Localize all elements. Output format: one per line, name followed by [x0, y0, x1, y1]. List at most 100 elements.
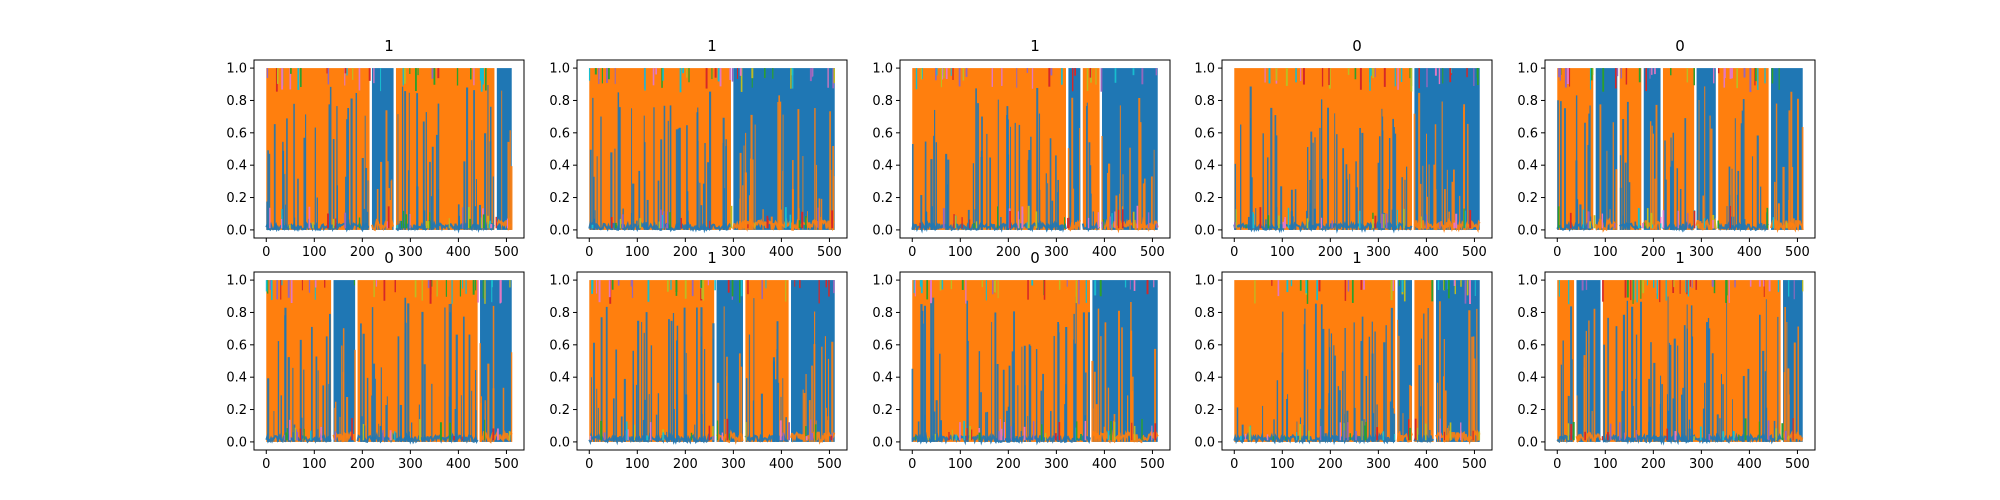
axes-frame [899, 59, 1171, 239]
axes-frame [1221, 59, 1493, 239]
x-tick-label: 500 [494, 457, 519, 472]
series-band [588, 432, 715, 446]
series-fill [395, 68, 495, 230]
axes-frame [253, 271, 525, 451]
subplot-title: 0 [1675, 37, 1685, 55]
subplot-8: 0 100 200 300 400 500 0.0 0.2 0.4 0.6 0.8 1.0 0 [872, 249, 1171, 472]
subplot-9: 0 100 200 300 400 500 0.0 0.2 0.4 0.6 0.8 1.0 1 [1194, 249, 1493, 472]
x-tick-label: 0 [1230, 245, 1238, 260]
axes-frame [899, 271, 1171, 451]
x-tick-label: 200 [996, 457, 1021, 472]
x-tick-label: 400 [1092, 457, 1117, 472]
x-tick-label: 500 [817, 457, 842, 472]
x-tick-label: 300 [1044, 245, 1069, 260]
x-tick-label: 400 [1414, 245, 1439, 260]
y-tick-label: 0.4 [226, 159, 247, 174]
y-tick-label: 0.2 [549, 191, 570, 206]
series-fill [496, 68, 512, 230]
y-tick-label: 0.0 [549, 223, 570, 238]
y-tick-label: 0.2 [226, 191, 247, 206]
y-tick-label: 0.0 [872, 223, 893, 238]
x-tick-label: 500 [817, 245, 842, 260]
y-tick-label: 0.8 [872, 94, 893, 109]
plot-area [1556, 280, 1804, 446]
y-tick-label: 0.0 [1194, 223, 1215, 238]
plot-area [1233, 68, 1481, 234]
series-fill [1397, 280, 1412, 442]
x-tick-label: 100 [302, 245, 327, 260]
x-tick-label: 100 [302, 457, 327, 472]
x-tick-label: 100 [1270, 245, 1295, 260]
x-tick-label: 300 [721, 457, 746, 472]
y-tick-label: 0.8 [872, 306, 893, 321]
y-tick-label: 1.0 [226, 62, 247, 77]
series-band [1067, 219, 1081, 232]
x-tick-label: 500 [1462, 245, 1487, 260]
series-band [1556, 219, 1594, 232]
y-tick-label: 0.8 [226, 94, 247, 109]
plot-area [1556, 68, 1804, 234]
y-tick-label: 0.4 [549, 371, 570, 386]
x-tick-label: 200 [1318, 457, 1343, 472]
x-tick-label: 200 [673, 457, 698, 472]
series-fill [791, 280, 835, 442]
y-tick-label: 0.6 [549, 126, 570, 141]
y-tick-label: 1.0 [226, 274, 247, 289]
y-tick-label: 0.8 [1517, 306, 1538, 321]
x-tick-label: 500 [1785, 457, 1810, 472]
y-tick-label: 1.0 [1194, 274, 1215, 289]
y-tick-label: 0.6 [872, 126, 893, 141]
series-fill [1234, 68, 1412, 230]
x-tick-label: 200 [673, 245, 698, 260]
y-tick-label: 0.4 [872, 371, 893, 386]
y-tick-label: 0.6 [1517, 338, 1538, 353]
subplot-3: 0 100 200 300 400 500 0.0 0.2 0.4 0.6 0.8 1.0 1 [872, 37, 1171, 260]
x-tick-label: 400 [446, 457, 471, 472]
series-band [1081, 221, 1100, 233]
series-band [1717, 220, 1769, 233]
series-fill [1783, 280, 1803, 442]
series-band [265, 432, 332, 444]
y-tick-label: 0.4 [1194, 371, 1215, 386]
y-tick-label: 0.0 [226, 435, 247, 450]
x-tick-label: 400 [446, 245, 471, 260]
series-band [395, 220, 495, 234]
axes-frame [576, 59, 848, 239]
series-band [1396, 430, 1413, 443]
series-fill [745, 280, 789, 442]
x-tick-label: 300 [1044, 457, 1069, 472]
series-fill [1696, 68, 1716, 230]
series-band [265, 221, 370, 233]
plot-area [1233, 280, 1481, 446]
y-tick-label: 0.6 [226, 126, 247, 141]
series-band [1413, 217, 1481, 233]
plot-area [265, 68, 513, 234]
x-tick-label: 500 [494, 245, 519, 260]
x-tick-label: 300 [1366, 457, 1391, 472]
y-tick-label: 0.2 [226, 403, 247, 418]
x-tick-label: 100 [1270, 457, 1295, 472]
axes-frame [1221, 271, 1493, 451]
series-band [332, 431, 356, 443]
x-tick-label: 100 [625, 457, 650, 472]
x-tick-label: 0 [1553, 457, 1561, 472]
y-tick-label: 0.8 [1194, 94, 1215, 109]
x-tick-label: 0 [262, 457, 270, 472]
subplot-title: 0 [1352, 37, 1362, 55]
series-fill [912, 280, 1090, 442]
x-tick-label: 300 [1366, 245, 1391, 260]
x-tick-label: 0 [908, 457, 916, 472]
y-tick-label: 0.2 [1517, 191, 1538, 206]
y-tick-label: 0.2 [549, 403, 570, 418]
x-tick-label: 100 [948, 245, 973, 260]
x-tick-label: 300 [1689, 457, 1714, 472]
y-tick-label: 0.8 [1194, 306, 1215, 321]
subplot-title: 1 [707, 37, 717, 55]
y-tick-label: 0.4 [549, 159, 570, 174]
subplot-7: 0 100 200 300 400 500 0.0 0.2 0.4 0.6 0.8 1.0 1 [549, 249, 848, 472]
y-tick-label: 1.0 [549, 62, 570, 77]
y-tick-label: 0.2 [1194, 403, 1215, 418]
y-tick-label: 1.0 [872, 274, 893, 289]
y-tick-label: 1.0 [872, 62, 893, 77]
